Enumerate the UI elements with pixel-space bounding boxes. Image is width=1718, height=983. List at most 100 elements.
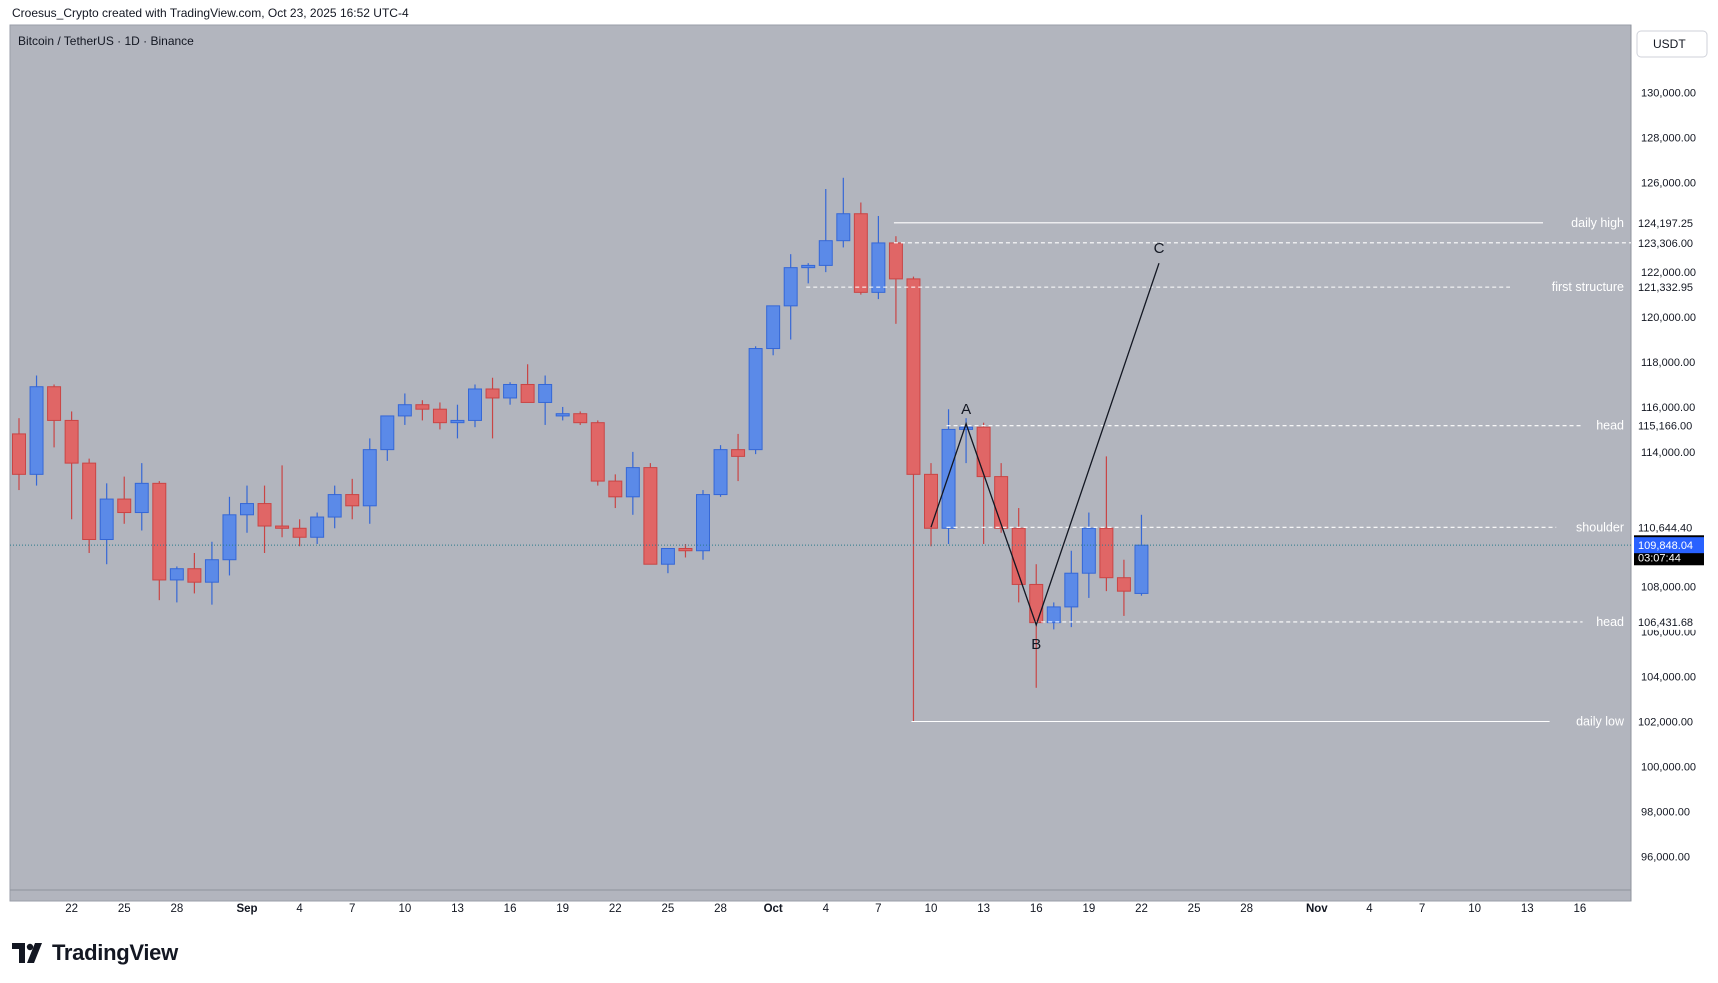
candle-body bbox=[994, 476, 1009, 529]
date-tick-label: 16 bbox=[504, 903, 517, 915]
price-tick-label: 130,000.00 bbox=[1641, 87, 1696, 99]
price-tick-label: 120,000.00 bbox=[1641, 312, 1696, 324]
date-tick-label: 4 bbox=[296, 903, 303, 915]
price-tick-label: 100,000.00 bbox=[1641, 761, 1696, 773]
candle-body bbox=[766, 305, 781, 350]
candle-body bbox=[12, 433, 26, 475]
price-tick-label: 116,000.00 bbox=[1641, 402, 1695, 414]
price-tag bbox=[1634, 613, 1704, 630]
candle-body bbox=[660, 547, 675, 565]
candle-body bbox=[731, 449, 746, 457]
candle-body bbox=[853, 213, 868, 293]
date-tick-label: 22 bbox=[609, 903, 622, 915]
price-tick-label: 128,000.00 bbox=[1641, 132, 1696, 144]
candle-body bbox=[976, 426, 991, 478]
date-tick-label: 10 bbox=[398, 903, 411, 915]
date-tick-label: 10 bbox=[925, 903, 938, 915]
candle-body bbox=[222, 514, 237, 561]
date-tick-label: Nov bbox=[1306, 903, 1328, 915]
candle-body bbox=[836, 213, 851, 242]
price-tag-text: 110,644.40 bbox=[1638, 522, 1692, 534]
candle-body bbox=[310, 516, 325, 538]
price-tick-label: 114,000.00 bbox=[1641, 447, 1695, 459]
level-label: head bbox=[1596, 419, 1624, 433]
candle-body bbox=[1029, 583, 1044, 624]
candle-body bbox=[783, 267, 798, 307]
candle-body bbox=[906, 278, 921, 475]
candle-body bbox=[696, 494, 710, 552]
candle-body bbox=[432, 408, 447, 424]
price-tag bbox=[1634, 519, 1704, 536]
date-tick-label: 13 bbox=[1521, 903, 1534, 915]
price-tick-label: 98,000.00 bbox=[1641, 806, 1690, 818]
wave-label-c: C bbox=[1154, 240, 1165, 257]
candle-body bbox=[573, 413, 588, 424]
brand[interactable]: TradingView bbox=[12, 940, 178, 966]
abc-wave-line[interactable] bbox=[930, 262, 1160, 627]
level-label: shoulder bbox=[1576, 520, 1624, 534]
candle-body bbox=[555, 413, 570, 417]
price-tick-label: 104,000.00 bbox=[1641, 672, 1696, 684]
candle-body bbox=[450, 419, 465, 424]
price-tick-label: 122,000.00 bbox=[1641, 267, 1696, 279]
brand-name: TradingView bbox=[52, 940, 178, 965]
candle-body bbox=[99, 498, 114, 541]
date-tick-label: 7 bbox=[875, 903, 881, 915]
candle-body bbox=[64, 419, 79, 464]
candle-body bbox=[748, 348, 763, 451]
current-price-tag bbox=[1634, 537, 1704, 554]
candle-body bbox=[1064, 572, 1079, 608]
candle-body bbox=[713, 449, 728, 496]
price-tag bbox=[1634, 234, 1704, 251]
price-tick-label: 126,000.00 bbox=[1641, 177, 1696, 189]
candle-body bbox=[520, 383, 535, 403]
candle-body bbox=[590, 422, 605, 482]
candle-body bbox=[240, 503, 254, 516]
wave-label-a: A bbox=[961, 401, 971, 418]
date-tick-label: 25 bbox=[118, 903, 131, 915]
candle-body bbox=[257, 503, 272, 527]
price-tag bbox=[1634, 214, 1704, 231]
date-tick-label: 28 bbox=[1240, 903, 1253, 915]
level-label: daily low bbox=[1576, 714, 1625, 728]
candle-body bbox=[134, 482, 149, 514]
countdown-timer: 03:07:44 bbox=[1638, 552, 1681, 564]
candle-body bbox=[1099, 527, 1114, 579]
candle-body bbox=[608, 480, 623, 498]
date-tick-label: 13 bbox=[977, 903, 990, 915]
candle-body bbox=[485, 388, 500, 399]
candle-body bbox=[397, 404, 412, 417]
date-tick-label: 7 bbox=[349, 903, 355, 915]
candle-body bbox=[380, 415, 395, 451]
currency-label: USDT bbox=[1653, 37, 1686, 51]
candle-body bbox=[959, 426, 974, 430]
candle-body bbox=[888, 242, 903, 280]
date-tick-label: Oct bbox=[764, 903, 783, 915]
price-tag-text: 106,431.68 bbox=[1638, 617, 1693, 629]
price-tag-text: 123,306.00 bbox=[1638, 238, 1693, 250]
chart-caption: Croesus_Crypto created with TradingView.… bbox=[12, 6, 409, 20]
candle-body bbox=[292, 527, 307, 538]
candle-body bbox=[625, 467, 640, 498]
plot-area[interactable] bbox=[9, 24, 1632, 902]
price-tag-text: 121,332.95 bbox=[1638, 282, 1693, 294]
candle-body bbox=[1046, 606, 1061, 624]
chart-title: Bitcoin / TetherUS · 1D · Binance bbox=[18, 34, 194, 48]
price-tag bbox=[1634, 417, 1704, 434]
date-tick-label: 4 bbox=[1366, 903, 1373, 915]
candle-body bbox=[187, 568, 202, 583]
date-tick-label: 7 bbox=[1419, 903, 1425, 915]
candle-body bbox=[169, 568, 184, 581]
candle-body bbox=[275, 525, 290, 529]
price-tag-text: 115,166.00 bbox=[1638, 421, 1692, 433]
tradingview-logo-icon bbox=[12, 943, 42, 963]
date-tick-label: Sep bbox=[236, 903, 257, 915]
date-tick-label: 28 bbox=[714, 903, 727, 915]
date-tick-label: 16 bbox=[1574, 903, 1587, 915]
date-tick-label: 10 bbox=[1468, 903, 1481, 915]
candle-body bbox=[327, 494, 342, 518]
currency-button[interactable]: USDT bbox=[1636, 30, 1708, 58]
candle-body bbox=[924, 473, 938, 529]
candle-body bbox=[345, 494, 360, 507]
